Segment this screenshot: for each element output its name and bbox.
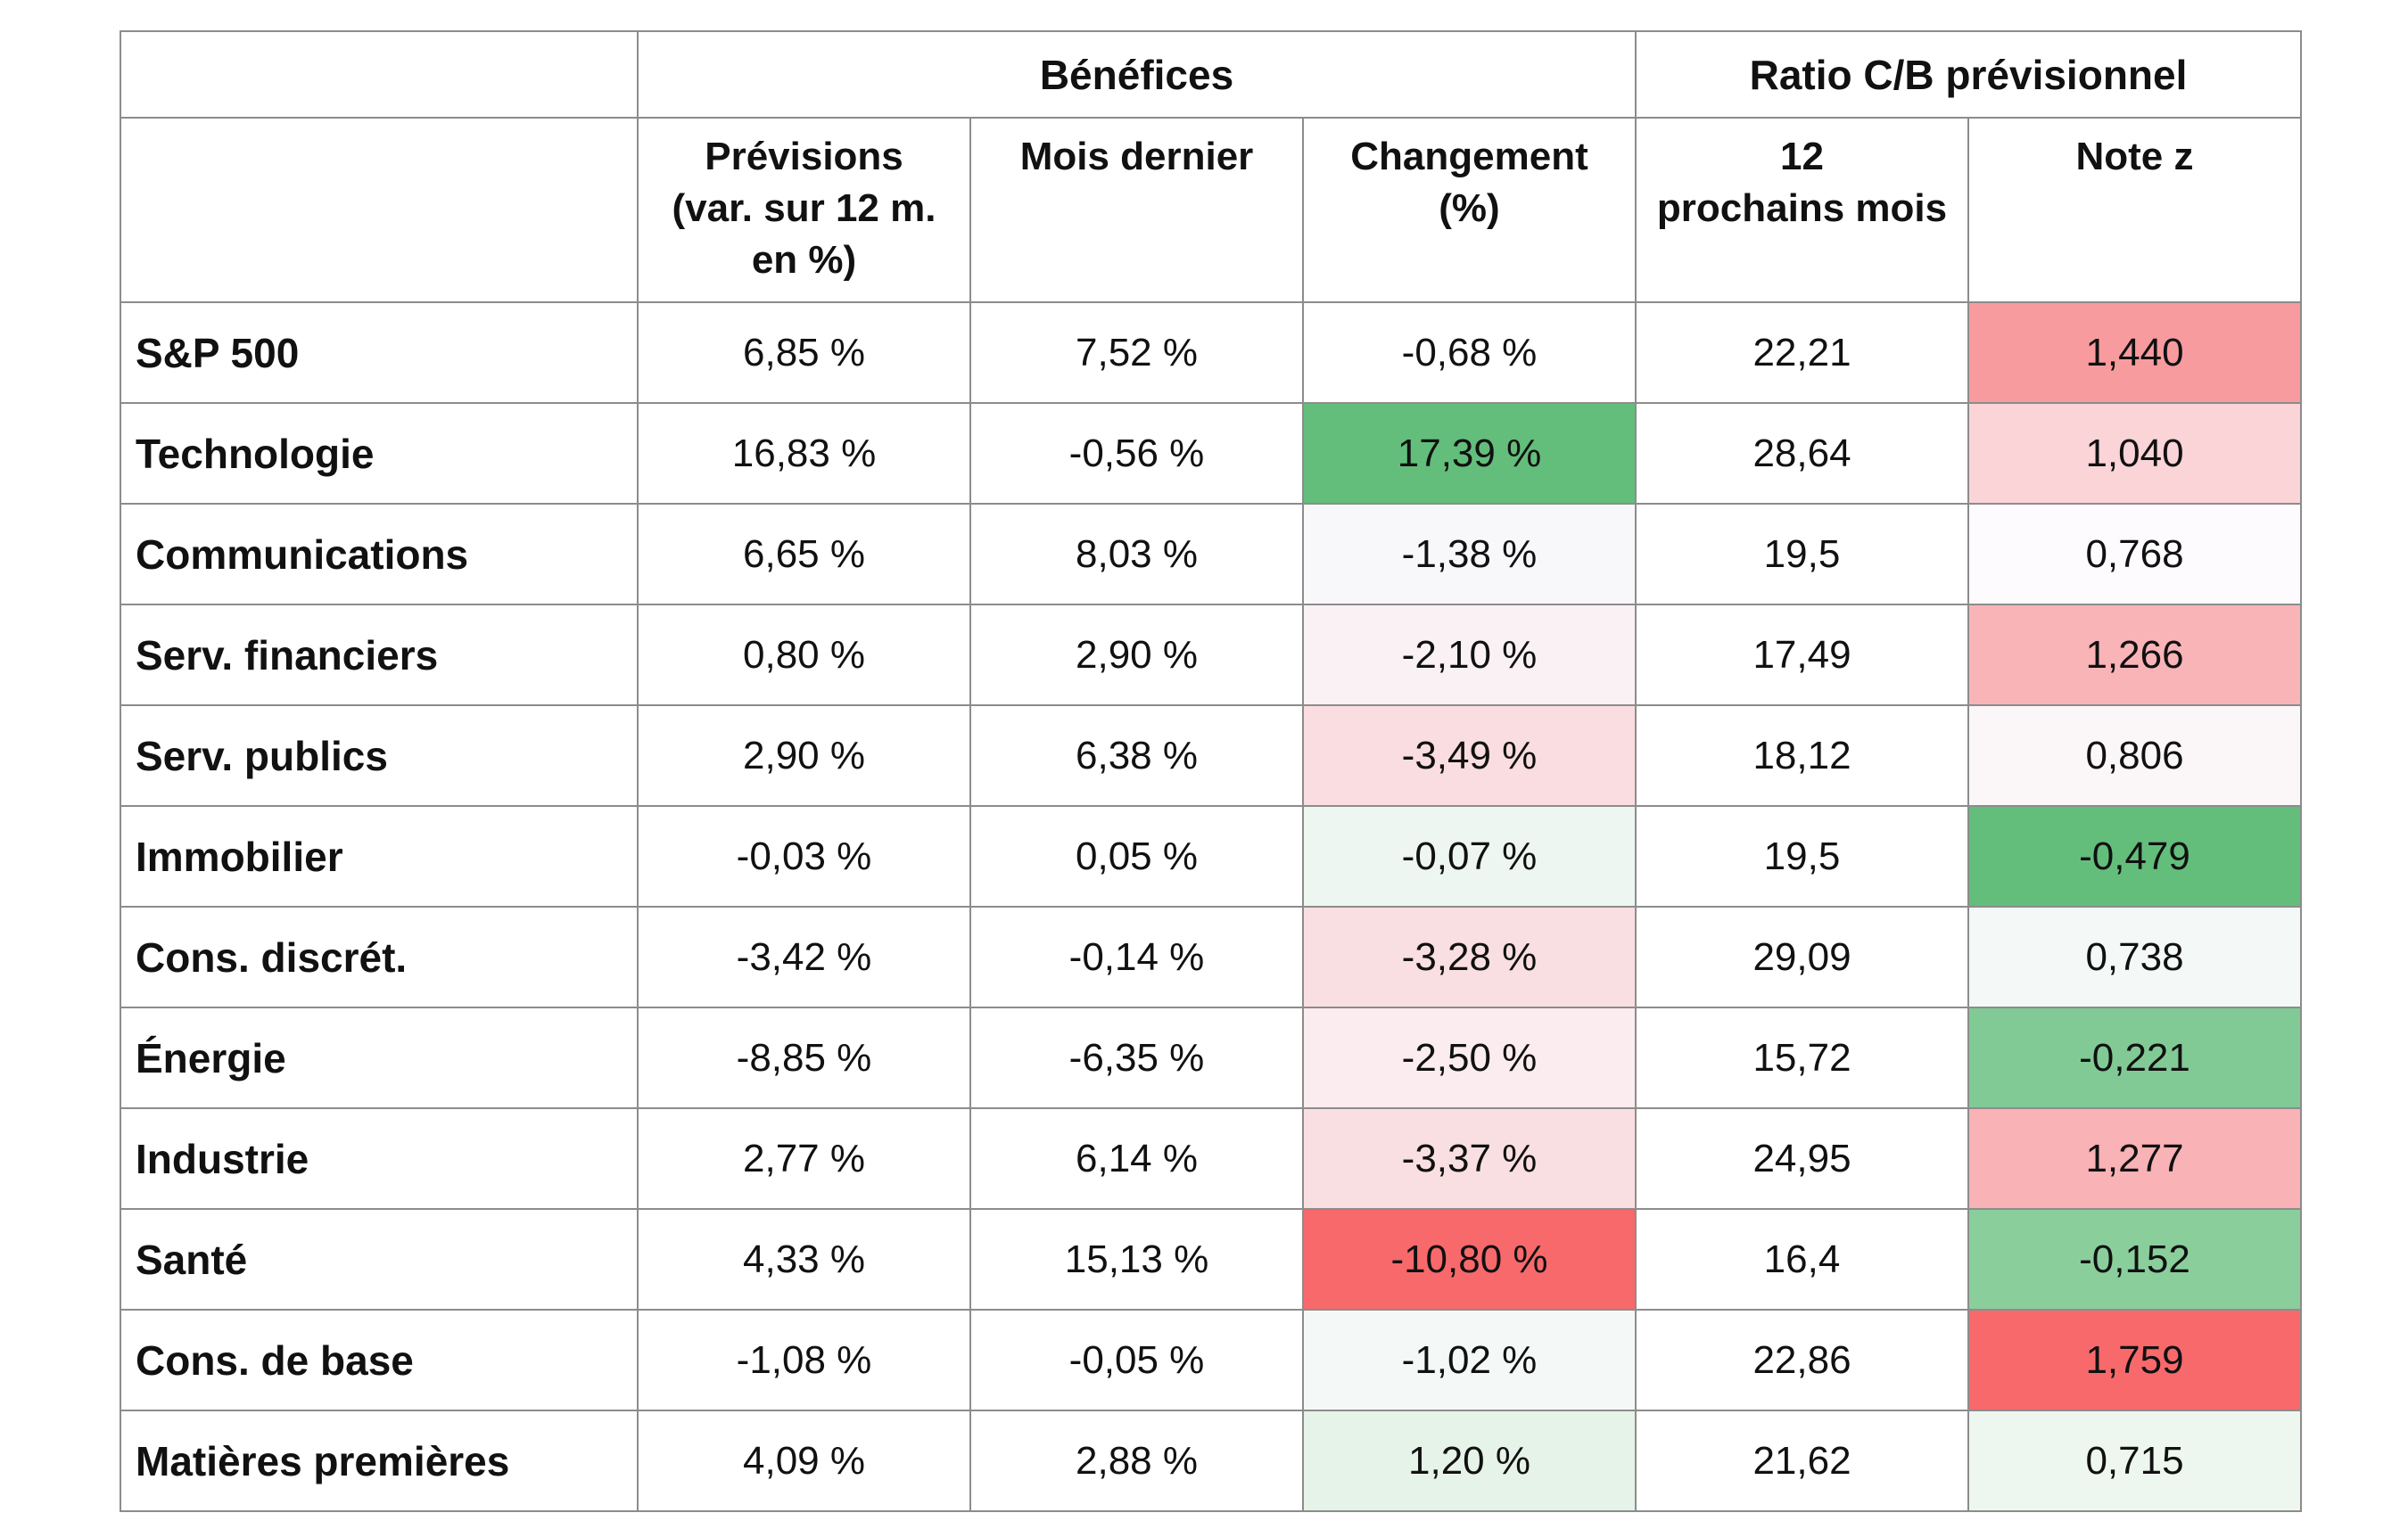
note-z-cell: -0,479: [1967, 805, 2302, 908]
previsions-cell: -1,08 %: [637, 1309, 971, 1411]
row-label: Immobilier: [120, 805, 639, 908]
note-z-cell: 0,738: [1967, 906, 2302, 1008]
previsions-cell: 2,90 %: [637, 704, 971, 807]
note-z-cell: 0,768: [1967, 503, 2302, 605]
mois-dernier-cell: 8,03 %: [969, 503, 1304, 605]
previsions-cell: 4,09 %: [637, 1410, 971, 1512]
mois-dernier-cell: 7,52 %: [969, 301, 1304, 404]
mois-dernier-cell: 0,05 %: [969, 805, 1304, 908]
previsions-cell: -0,03 %: [637, 805, 971, 908]
mois-dernier-cell: -0,05 %: [969, 1309, 1304, 1411]
changement-cell: -3,49 %: [1302, 704, 1637, 807]
table-row: Matières premières 4,09 % 2,88 % 1,20 % 21,6…: [120, 1410, 2302, 1512]
note-z-cell: 1,040: [1967, 402, 2302, 505]
previsions-cell: 4,33 %: [637, 1208, 971, 1311]
changement-cell: 17,39 %: [1302, 402, 1637, 505]
changement-cell: -2,10 %: [1302, 604, 1637, 706]
group-header-row: Bénéfices Ratio C/B prévisionnel: [120, 30, 2302, 119]
table-row: Technologie 16,83 % -0,56 % 17,39 % 28,64 1,0…: [120, 402, 2302, 505]
mois-dernier-cell: 15,13 %: [969, 1208, 1304, 1311]
note-z-cell: -0,152: [1967, 1208, 2302, 1311]
changement-cell: -3,37 %: [1302, 1107, 1637, 1210]
table-row: Cons. discrét. -3,42 % -0,14 % -3,28 % 29,09…: [120, 906, 2302, 1008]
table-row: Énergie -8,85 % -6,35 % -2,50 % 15,72 -0,221: [120, 1007, 2302, 1109]
table-header: Bénéfices Ratio C/B prévisionnel Prévisi…: [120, 30, 2302, 303]
group-header-benefices: Bénéfices: [637, 30, 1637, 119]
note-z-cell: 0,806: [1967, 704, 2302, 807]
ratio-12-mois-cell: 17,49: [1635, 604, 1969, 706]
row-label: Serv. publics: [120, 704, 639, 807]
changement-cell: -1,38 %: [1302, 503, 1637, 605]
previsions-cell: -8,85 %: [637, 1007, 971, 1109]
table-body: S&P 500 6,85 % 7,52 % -0,68 % 22,21 1,440 Tech…: [120, 301, 2302, 1512]
row-label: Serv. financiers: [120, 604, 639, 706]
note-z-cell: 1,266: [1967, 604, 2302, 706]
data-table: Bénéfices Ratio C/B prévisionnel Prévisi…: [120, 30, 2302, 1512]
mois-dernier-cell: -6,35 %: [969, 1007, 1304, 1109]
ratio-12-mois-cell: 28,64: [1635, 402, 1969, 505]
ratio-12-mois-cell: 15,72: [1635, 1007, 1969, 1109]
table-row: Cons. de base -1,08 % -0,05 % -1,02 % 22,86 1…: [120, 1309, 2302, 1411]
table-row: Industrie 2,77 % 6,14 % -3,37 % 24,95 1,277: [120, 1107, 2302, 1210]
row-label: Technologie: [120, 402, 639, 505]
column-header-note-z: Note z: [1967, 117, 2302, 303]
changement-cell: -1,02 %: [1302, 1309, 1637, 1411]
mois-dernier-cell: 2,88 %: [969, 1410, 1304, 1512]
mois-dernier-cell: 6,14 %: [969, 1107, 1304, 1210]
note-z-cell: 1,277: [1967, 1107, 2302, 1210]
row-label: Matières premières: [120, 1410, 639, 1512]
ratio-12-mois-cell: 18,12: [1635, 704, 1969, 807]
ratio-12-mois-cell: 22,21: [1635, 301, 1969, 404]
ratio-12-mois-cell: 24,95: [1635, 1107, 1969, 1210]
previsions-cell: -3,42 %: [637, 906, 971, 1008]
note-z-cell: -0,221: [1967, 1007, 2302, 1109]
row-label: Santé: [120, 1208, 639, 1311]
column-header-mois-dernier: Mois dernier: [969, 117, 1304, 303]
table-row: Serv. financiers 0,80 % 2,90 % -2,10 % 17,49…: [120, 604, 2302, 706]
ratio-12-mois-cell: 21,62: [1635, 1410, 1969, 1512]
group-header-ratio-cb: Ratio C/B prévisionnel: [1635, 30, 2302, 119]
column-header-blank: [120, 117, 639, 303]
ratio-12-mois-cell: 16,4: [1635, 1208, 1969, 1311]
previsions-cell: 0,80 %: [637, 604, 971, 706]
previsions-cell: 2,77 %: [637, 1107, 971, 1210]
row-label: Cons. discrét.: [120, 906, 639, 1008]
mois-dernier-cell: -0,14 %: [969, 906, 1304, 1008]
column-header-changement: Changement (%): [1302, 117, 1637, 303]
note-z-cell: 0,715: [1967, 1410, 2302, 1512]
changement-cell: -2,50 %: [1302, 1007, 1637, 1109]
changement-cell: -0,68 %: [1302, 301, 1637, 404]
note-z-cell: 1,440: [1967, 301, 2302, 404]
mois-dernier-cell: -0,56 %: [969, 402, 1304, 505]
ratio-12-mois-cell: 19,5: [1635, 805, 1969, 908]
row-label: Communications: [120, 503, 639, 605]
changement-cell: -0,07 %: [1302, 805, 1637, 908]
ratio-12-mois-cell: 29,09: [1635, 906, 1969, 1008]
table-row: Serv. publics 2,90 % 6,38 % -3,49 % 18,12 0,8…: [120, 704, 2302, 807]
column-header-12-prochains-mois: 12 prochains mois: [1635, 117, 1969, 303]
group-header-empty: [120, 30, 639, 119]
ratio-12-mois-cell: 19,5: [1635, 503, 1969, 605]
table-row: Santé 4,33 % 15,13 % -10,80 % 16,4 -0,152: [120, 1208, 2302, 1311]
row-label: S&P 500: [120, 301, 639, 404]
column-header-previsions: Prévisions (var. sur 12 m. en %): [637, 117, 971, 303]
row-label: Cons. de base: [120, 1309, 639, 1411]
table-row: Immobilier -0,03 % 0,05 % -0,07 % 19,5 -0,479: [120, 805, 2302, 908]
changement-cell: 1,20 %: [1302, 1410, 1637, 1512]
mois-dernier-cell: 2,90 %: [969, 604, 1304, 706]
previsions-cell: 6,85 %: [637, 301, 971, 404]
column-header-row: Prévisions (var. sur 12 m. en %) Mois de…: [120, 117, 2302, 303]
mois-dernier-cell: 6,38 %: [969, 704, 1304, 807]
table-row: S&P 500 6,85 % 7,52 % -0,68 % 22,21 1,440: [120, 301, 2302, 404]
row-label: Industrie: [120, 1107, 639, 1210]
ratio-12-mois-cell: 22,86: [1635, 1309, 1969, 1411]
table-row: Communications 6,65 % 8,03 % -1,38 % 19,5 0,7…: [120, 503, 2302, 605]
changement-cell: -3,28 %: [1302, 906, 1637, 1008]
row-label: Énergie: [120, 1007, 639, 1109]
changement-cell: -10,80 %: [1302, 1208, 1637, 1311]
note-z-cell: 1,759: [1967, 1309, 2302, 1411]
previsions-cell: 16,83 %: [637, 402, 971, 505]
previsions-cell: 6,65 %: [637, 503, 971, 605]
